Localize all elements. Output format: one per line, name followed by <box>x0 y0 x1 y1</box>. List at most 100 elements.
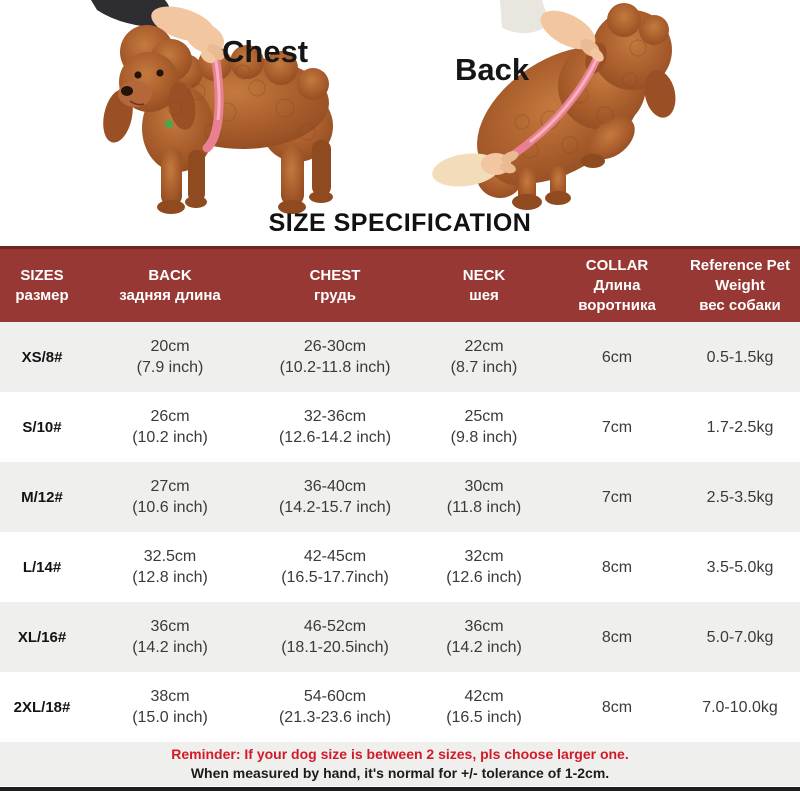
neck-cm: 32cm <box>464 548 504 565</box>
header-sizes-ru: размер <box>15 286 69 304</box>
cell-weight: 3.5-5.0kg <box>706 558 774 576</box>
cell-neck: 30cm (11.8 inch) <box>414 462 554 532</box>
cell-size: XS/8# <box>21 348 63 366</box>
chest-inch: (10.2-11.8 inch) <box>279 359 391 376</box>
cell-size: S/10# <box>22 418 62 436</box>
chest-cm: 54-60cm <box>303 688 367 705</box>
header-collar-ru2: воротника <box>578 296 656 314</box>
size-row: 2XL/18# 38cm (15.0 inch) 54-60cm (21.3-2… <box>0 672 800 742</box>
neck-inch: (9.8 inch) <box>450 429 518 446</box>
cell-collar: 7cm <box>601 488 633 506</box>
cell-collar: 7cm <box>601 418 633 436</box>
header-chest-ru: грудь <box>314 286 356 304</box>
chest-cm: 46-52cm <box>303 618 367 635</box>
header-sizes: SIZES размер <box>0 249 84 322</box>
cell-weight: 1.7-2.5kg <box>706 418 774 436</box>
cell-collar: 8cm <box>601 628 633 646</box>
header-weight-en1: Reference Pet <box>689 256 791 274</box>
cell-chest: 54-60cm (21.3-23.6 inch) <box>256 672 414 742</box>
back-inch: (10.6 inch) <box>132 499 208 516</box>
cell-back: 38cm (15.0 inch) <box>84 672 256 742</box>
cell-back: 36cm (14.2 inch) <box>84 602 256 672</box>
header-neck: NECK шея <box>414 249 554 322</box>
header-chest: CHEST грудь <box>256 249 414 322</box>
neck-cm: 30cm <box>464 478 504 495</box>
page-title: SIZE SPECIFICATION <box>268 209 532 237</box>
header-collar-en: COLLAR <box>585 256 649 274</box>
back-inch: (12.8 inch) <box>132 569 208 586</box>
back-cm: 27cm <box>150 478 190 495</box>
neck-inch: (11.8 inch) <box>446 499 522 516</box>
cell-weight: 5.0-7.0kg <box>706 628 774 646</box>
cell-back: 20cm (7.9 inch) <box>84 322 256 392</box>
neck-cm: 25cm <box>464 408 504 425</box>
size-row: XL/16# 36cm (14.2 inch) 46-52cm (18.1-20… <box>0 602 800 672</box>
neck-inch: (8.7 inch) <box>450 359 518 376</box>
cell-neck: 22cm (8.7 inch) <box>414 322 554 392</box>
cell-weight: 0.5-1.5kg <box>706 348 774 366</box>
bottom-divider <box>0 787 800 791</box>
cell-size: M/12# <box>21 488 63 506</box>
size-row: XS/8# 20cm (7.9 inch) 26-30cm (10.2-11.8… <box>0 322 800 392</box>
table-body: XS/8# 20cm (7.9 inch) 26-30cm (10.2-11.8… <box>0 322 800 742</box>
header-sizes-en: SIZES <box>20 266 64 284</box>
header-weight: Reference Pet Weight вес собаки <box>680 249 800 322</box>
cell-back: 26cm (10.2 inch) <box>84 392 256 462</box>
chest-inch: (21.3-23.6 inch) <box>278 709 392 726</box>
reminder-line: Reminder: If your dog size is between 2 … <box>171 746 629 762</box>
back-inch: (7.9 inch) <box>136 359 204 376</box>
cell-weight: 2.5-3.5kg <box>706 488 774 506</box>
back-inch: (15.0 inch) <box>132 709 208 726</box>
chest-cm: 42-45cm <box>303 548 367 565</box>
chest-photo-label: Chest <box>222 34 309 69</box>
cell-chest: 42-45cm (16.5-17.7inch) <box>256 532 414 602</box>
cell-size: XL/16# <box>17 628 67 646</box>
tolerance-line: When measured by hand, it's normal for +… <box>190 765 610 781</box>
header-collar-ru1: Длина <box>593 276 641 294</box>
neck-inch: (16.5 inch) <box>446 709 522 726</box>
header-neck-ru: шея <box>469 286 499 304</box>
chest-inch: (14.2-15.7 inch) <box>278 499 392 516</box>
back-inch: (10.2 inch) <box>132 429 208 446</box>
chest-inch: (16.5-17.7inch) <box>281 569 389 586</box>
neck-inch: (14.2 inch) <box>446 639 522 656</box>
cell-neck: 32cm (12.6 inch) <box>414 532 554 602</box>
back-cm: 26cm <box>150 408 190 425</box>
header-neck-en: NECK <box>462 266 506 284</box>
table-header: SIZES размер BACK задняя длина CHEST гру… <box>0 246 800 322</box>
chest-inch: (18.1-20.5inch) <box>281 639 389 656</box>
back-cm: 32.5cm <box>143 548 197 565</box>
back-cm: 36cm <box>150 618 190 635</box>
header-back-ru: задняя длина <box>119 286 221 304</box>
cell-collar: 6cm <box>601 348 633 366</box>
size-row: S/10# 26cm (10.2 inch) 32-36cm (12.6-14.… <box>0 392 800 462</box>
neck-cm: 36cm <box>464 618 504 635</box>
header-weight-en2: Weight <box>715 276 765 294</box>
neck-cm: 22cm <box>464 338 504 355</box>
back-inch: (14.2 inch) <box>132 639 208 656</box>
footer-note: Reminder: If your dog size is between 2 … <box>0 742 800 786</box>
chest-measurement-photo <box>91 0 333 214</box>
cell-size: L/14# <box>22 558 62 576</box>
header-chest-en: CHEST <box>309 266 361 284</box>
cell-chest: 26-30cm (10.2-11.8 inch) <box>256 322 414 392</box>
back-measurement-photo <box>432 0 676 210</box>
cell-chest: 36-40cm (14.2-15.7 inch) <box>256 462 414 532</box>
back-cm: 38cm <box>150 688 190 705</box>
cell-back: 27cm (10.6 inch) <box>84 462 256 532</box>
chest-cm: 36-40cm <box>303 478 367 495</box>
cell-chest: 32-36cm (12.6-14.2 inch) <box>256 392 414 462</box>
cell-neck: 36cm (14.2 inch) <box>414 602 554 672</box>
header-weight-ru: вес собаки <box>699 296 781 314</box>
header-back-en: BACK <box>148 266 192 284</box>
cell-back: 32.5cm (12.8 inch) <box>84 532 256 602</box>
back-photo-label: Back <box>455 52 530 87</box>
size-row: M/12# 27cm (10.6 inch) 36-40cm (14.2-15.… <box>0 462 800 532</box>
header-back: BACK задняя длина <box>84 249 256 322</box>
cell-chest: 46-52cm (18.1-20.5inch) <box>256 602 414 672</box>
header-collar: COLLAR Длина воротника <box>554 249 680 322</box>
cell-collar: 8cm <box>601 698 633 716</box>
cell-neck: 42cm (16.5 inch) <box>414 672 554 742</box>
size-row: L/14# 32.5cm (12.8 inch) 42-45cm (16.5-1… <box>0 532 800 602</box>
